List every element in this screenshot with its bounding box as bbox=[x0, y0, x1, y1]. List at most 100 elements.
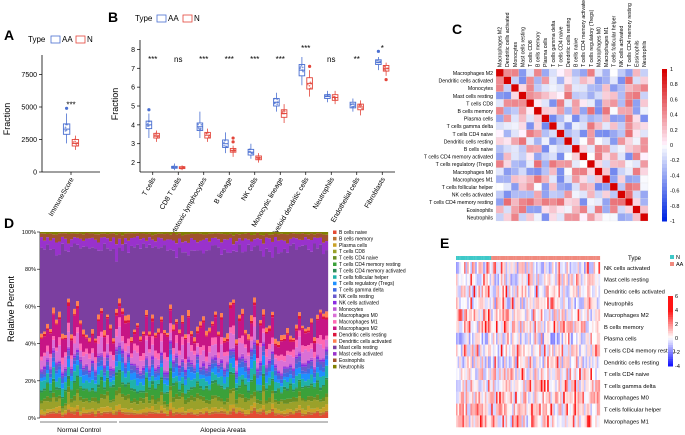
stacked-bar-segment bbox=[118, 306, 122, 318]
stacked-bar-segment bbox=[259, 414, 263, 418]
heatmap-cell bbox=[457, 285, 460, 298]
heatmap-cell bbox=[584, 273, 586, 286]
stacked-bar-segment bbox=[55, 370, 59, 374]
heatmap-cell bbox=[547, 321, 549, 333]
stacked-bar-segment bbox=[259, 232, 263, 235]
significance-label: ns bbox=[174, 55, 182, 64]
outlier-point bbox=[231, 136, 235, 140]
stacked-bar-segment bbox=[193, 250, 197, 338]
stacked-bar-segment bbox=[184, 399, 188, 405]
heatmap-cell bbox=[549, 114, 557, 123]
stacked-bar-segment bbox=[292, 375, 296, 379]
heatmap-cell bbox=[640, 68, 649, 77]
stacked-bar-segment bbox=[223, 342, 227, 353]
colorbar-segment bbox=[662, 171, 667, 176]
stacked-bar-segment bbox=[241, 315, 245, 336]
heatmap-cell bbox=[511, 68, 519, 77]
stacked-bar-segment bbox=[187, 402, 191, 410]
stacked-bar-segment bbox=[43, 232, 47, 234]
heatmap-cell bbox=[572, 262, 575, 274]
stacked-bar-segment bbox=[121, 251, 125, 309]
heatmap-cell bbox=[511, 213, 519, 222]
stacked-bar-segment bbox=[193, 414, 197, 418]
stacked-bar-segment bbox=[268, 348, 272, 359]
heatmap-cell bbox=[536, 321, 538, 333]
heatmap-cell bbox=[512, 273, 514, 286]
stacked-bar-segment bbox=[151, 413, 155, 418]
stacked-bar-segment bbox=[202, 345, 206, 351]
heatmap-cell bbox=[572, 344, 575, 357]
stacked-bar-segment bbox=[64, 376, 68, 383]
stacked-bar-segment bbox=[70, 373, 74, 377]
stacked-bar-segment bbox=[70, 359, 74, 367]
stacked-bar-segment bbox=[262, 235, 266, 244]
stacked-bar-segment bbox=[235, 390, 239, 400]
heatmap-cell bbox=[593, 368, 596, 381]
stacked-bar-segment bbox=[67, 375, 71, 380]
stacked-bar-segment bbox=[196, 415, 200, 418]
heatmap-cell bbox=[563, 344, 565, 357]
stacked-bar-segment bbox=[160, 333, 164, 342]
stacked-bar-segment bbox=[214, 317, 218, 338]
heatmap-cell bbox=[587, 122, 595, 130]
data-point bbox=[386, 67, 389, 70]
heatmap-cell bbox=[473, 356, 476, 369]
stacked-bar-segment bbox=[187, 356, 191, 360]
stacked-bar-segment bbox=[175, 321, 179, 324]
stacked-bar-segment bbox=[223, 369, 227, 371]
stacked-bar-segment bbox=[259, 343, 263, 347]
stacked-bar-segment bbox=[43, 367, 47, 370]
heatmap-cell bbox=[566, 309, 569, 322]
stacked-bar-segment bbox=[178, 364, 182, 366]
stacked-bar-segment bbox=[85, 232, 89, 233]
heatmap-cell bbox=[484, 297, 487, 310]
stacked-bar-segment bbox=[214, 380, 218, 383]
stacked-bar-segment bbox=[274, 237, 278, 247]
colorbar-segment bbox=[662, 88, 667, 93]
stacked-bar-segment bbox=[79, 386, 83, 388]
heatmap-cell bbox=[553, 309, 556, 322]
heatmap-cell bbox=[571, 114, 580, 123]
stacked-bar-segment bbox=[325, 311, 329, 318]
stacked-bar-segment bbox=[94, 342, 98, 358]
stacked-bar-segment bbox=[295, 330, 299, 340]
stacked-bar-segment bbox=[85, 246, 89, 335]
stacked-bar-segment bbox=[217, 396, 221, 401]
heatmap-cell bbox=[529, 380, 532, 392]
heatmap-cell bbox=[472, 297, 474, 310]
heatmap-cell bbox=[465, 344, 468, 357]
stacked-bar-segment bbox=[316, 362, 320, 368]
heatmap-cell bbox=[457, 297, 460, 310]
stacked-bar-segment bbox=[112, 341, 116, 344]
heatmap-cell bbox=[571, 403, 573, 416]
heatmap-cell bbox=[475, 356, 477, 369]
stacked-bar-segment bbox=[46, 382, 50, 384]
heatmap-cell bbox=[526, 368, 529, 381]
heatmap-cell bbox=[464, 321, 466, 333]
stacked-bar-segment bbox=[202, 232, 206, 235]
stacked-bar-segment bbox=[295, 358, 299, 364]
data-point bbox=[301, 66, 304, 69]
stacked-bar-segment bbox=[259, 408, 263, 412]
stacked-bar-segment bbox=[223, 408, 227, 412]
stacked-bar-segment bbox=[271, 408, 275, 412]
column-label: T cells follicular helper bbox=[612, 16, 618, 67]
stacked-bar-segment bbox=[79, 359, 83, 362]
stacked-bar-segment bbox=[277, 344, 281, 348]
heatmap-cell bbox=[553, 356, 556, 369]
stacked-bar-segment bbox=[223, 404, 227, 409]
heatmap-cell bbox=[515, 415, 517, 428]
heatmap-cell bbox=[539, 391, 541, 404]
row-label: B cells naive bbox=[464, 147, 493, 153]
stacked-bar-segment bbox=[151, 232, 155, 236]
heatmap-cell bbox=[563, 415, 565, 428]
column-label: B cells memory bbox=[536, 31, 542, 67]
stacked-bar-segment bbox=[241, 374, 245, 380]
heatmap-cell bbox=[555, 344, 557, 357]
stacked-bar-segment bbox=[193, 365, 197, 368]
heatmap-cell bbox=[497, 332, 500, 345]
heatmap-cell bbox=[478, 309, 481, 322]
stacked-bar-segment bbox=[286, 415, 290, 418]
stacked-bar-segment bbox=[274, 365, 278, 368]
stacked-bar-segment bbox=[283, 340, 287, 356]
